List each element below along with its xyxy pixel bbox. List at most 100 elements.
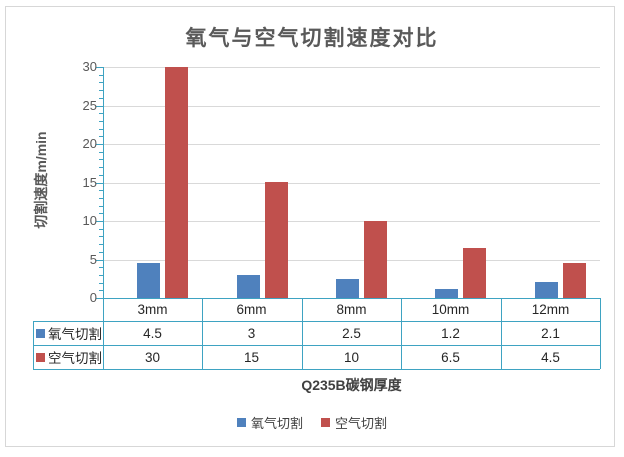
table-border-h1 bbox=[33, 321, 600, 322]
y-axis-tick-9 bbox=[99, 228, 103, 230]
table-border-col-3 bbox=[401, 298, 402, 369]
y-axis-tick-0 bbox=[96, 298, 103, 299]
y-axis-title: 切割速度m/min bbox=[24, 100, 58, 260]
y-axis-tick-4 bbox=[99, 267, 103, 269]
table-border-col-1 bbox=[202, 298, 203, 369]
y-axis-tick-13 bbox=[99, 197, 103, 199]
y-axis-title-text: 切割速度m/min bbox=[33, 131, 49, 229]
bar-氧气切割-12mm bbox=[535, 282, 558, 298]
table-value-氧气切割-8mm: 2.5 bbox=[342, 325, 361, 341]
y-axis-tick-3 bbox=[99, 274, 103, 276]
y-tick-label-20: 20 bbox=[82, 136, 97, 151]
table-border-col-2 bbox=[302, 298, 303, 369]
legend-swatch-氧气切割 bbox=[236, 418, 246, 427]
legend-swatch-空气切割 bbox=[321, 418, 330, 427]
table-header-3mm: 3mm bbox=[137, 302, 168, 317]
table-border-h3 bbox=[33, 369, 600, 370]
table-header-12mm: 12mm bbox=[531, 302, 570, 317]
y-axis-tick-21 bbox=[99, 136, 103, 138]
table-border-right bbox=[600, 298, 601, 369]
y-tick-label-10: 10 bbox=[82, 213, 97, 228]
chart-frame bbox=[5, 6, 615, 447]
legend-item-空气切割: 空气切割 bbox=[321, 413, 387, 432]
y-axis-tick-30 bbox=[96, 67, 103, 68]
y-axis-tick-23 bbox=[99, 120, 103, 122]
plot-area bbox=[103, 67, 600, 298]
series-name-label: 氧气切割 bbox=[48, 327, 102, 342]
bar-空气切割-3mm bbox=[165, 67, 188, 298]
table-value-氧气切割-12mm: 2.1 bbox=[541, 325, 560, 341]
chart-title: 氧气与空气切割速度对比 bbox=[185, 26, 439, 50]
table-value-空气切割-8mm: 10 bbox=[343, 349, 360, 365]
y-axis-tick-1 bbox=[99, 290, 103, 292]
y-axis-tick-10 bbox=[96, 221, 103, 222]
gridline-y-5 bbox=[103, 259, 600, 261]
y-axis-tick-6 bbox=[99, 251, 103, 253]
y-axis-tick-29 bbox=[99, 74, 103, 76]
bar-氧气切割-3mm bbox=[137, 263, 160, 298]
y-axis-tick-7 bbox=[99, 244, 103, 246]
y-axis-tick-17 bbox=[99, 167, 103, 169]
y-axis-tick-18 bbox=[99, 159, 103, 161]
y-axis-tick-27 bbox=[99, 90, 103, 92]
table-value-氧气切割-10mm: 1.2 bbox=[441, 325, 460, 341]
series-swatch-氧气切割 bbox=[36, 328, 45, 338]
table-border-col-4 bbox=[501, 298, 502, 369]
table-border-h2 bbox=[33, 345, 600, 346]
y-tick-label-5: 5 bbox=[89, 251, 97, 267]
gridline-y-10 bbox=[103, 221, 600, 222]
y-axis-tick-2 bbox=[99, 282, 103, 284]
table-value-空气切割-6mm: 15 bbox=[243, 349, 260, 365]
y-axis-tick-20 bbox=[96, 144, 103, 145]
gridline-y-20 bbox=[103, 144, 600, 145]
y-axis-tick-28 bbox=[99, 82, 103, 84]
y-tick-label-25: 25 bbox=[82, 97, 97, 113]
bar-氧气切割-10mm bbox=[435, 289, 458, 298]
y-tick-label-0: 0 bbox=[89, 290, 97, 305]
legend-item-氧气切割: 氧气切割 bbox=[236, 413, 303, 432]
y-tick-label-30: 30 bbox=[82, 59, 97, 74]
gridline-y-15 bbox=[103, 182, 600, 184]
legend-label: 空气切割 bbox=[335, 416, 388, 431]
y-axis-tick-12 bbox=[99, 205, 103, 207]
table-header-6mm: 6mm bbox=[236, 302, 267, 317]
table-value-空气切割-3mm: 30 bbox=[144, 349, 161, 365]
y-axis-tick-26 bbox=[99, 97, 103, 99]
zero-axis-line bbox=[103, 298, 600, 299]
y-axis-tick-11 bbox=[99, 213, 103, 215]
bar-氧气切割-6mm bbox=[237, 275, 260, 298]
y-axis-tick-15 bbox=[96, 182, 103, 184]
legend: 氧气切割 空气切割 bbox=[0, 413, 624, 432]
y-tick-label-15: 15 bbox=[82, 174, 97, 190]
y-axis-tick-19 bbox=[99, 151, 103, 153]
bar-空气切割-10mm bbox=[463, 248, 486, 298]
table-value-空气切割-12mm: 4.5 bbox=[541, 349, 560, 365]
gridline-y-25 bbox=[103, 105, 600, 107]
table-rowheader-空气切割: 空气切割 bbox=[33, 345, 103, 369]
y-axis-tick-8 bbox=[99, 236, 103, 238]
y-axis-tick-14 bbox=[99, 190, 103, 192]
y-axis-tick-22 bbox=[99, 128, 103, 130]
y-axis-tick-24 bbox=[99, 113, 103, 115]
y-axis-tick-16 bbox=[99, 174, 103, 176]
y-axis-line bbox=[103, 67, 104, 298]
table-value-氧气切割-3mm: 4.5 bbox=[143, 325, 162, 341]
bar-氧气切割-8mm bbox=[336, 279, 359, 298]
series-name-label: 空气切割 bbox=[48, 351, 102, 366]
bar-空气切割-8mm bbox=[364, 221, 387, 298]
bar-空气切割-12mm bbox=[563, 263, 586, 298]
gridline-y-30 bbox=[103, 67, 600, 68]
x-axis-title: Q235B碳钢厚度 bbox=[301, 377, 402, 393]
table-header-8mm: 8mm bbox=[336, 302, 367, 317]
y-axis-tick-5 bbox=[96, 259, 103, 261]
table-value-空气切割-10mm: 6.5 bbox=[441, 349, 460, 365]
bar-空气切割-6mm bbox=[265, 182, 288, 298]
table-rowheader-氧气切割: 氧气切割 bbox=[33, 321, 103, 345]
table-value-氧气切割-6mm: 3 bbox=[247, 325, 256, 341]
series-swatch-空气切割 bbox=[36, 352, 45, 362]
table-header-10mm: 10mm bbox=[431, 302, 470, 317]
legend-label: 氧气切割 bbox=[250, 416, 303, 431]
y-axis-tick-25 bbox=[96, 105, 103, 107]
table-border-axis bbox=[103, 298, 104, 369]
